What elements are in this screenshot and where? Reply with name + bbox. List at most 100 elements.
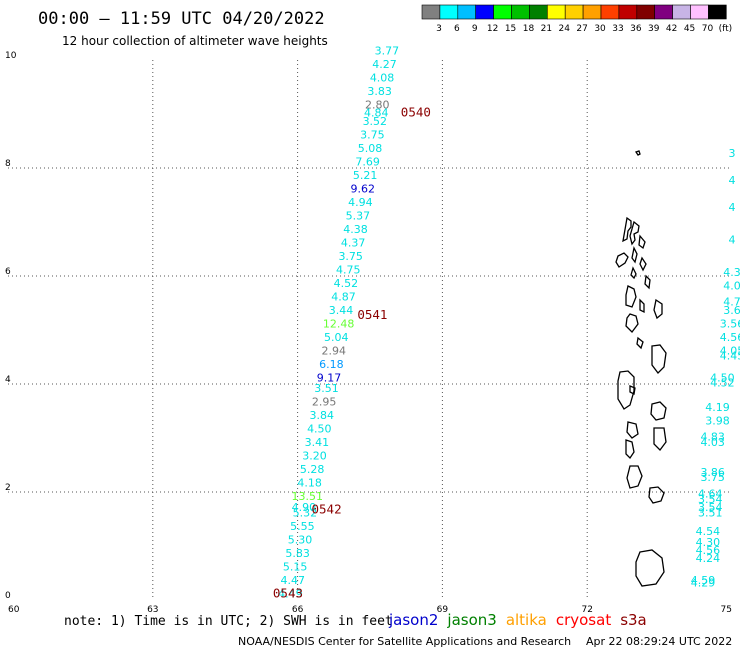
satellite-name: s3a xyxy=(620,611,647,629)
swh-value: 3.75 xyxy=(700,471,725,484)
swh-value: 4.56 xyxy=(720,331,740,344)
swh-value: 4.7 xyxy=(723,296,740,309)
legend-label: 6 xyxy=(454,24,460,34)
y-tick-label: 2 xyxy=(5,483,11,493)
swh-value: 3.20 xyxy=(302,450,327,463)
swh-value: 4.54 xyxy=(696,525,721,538)
swh-value: 5.55 xyxy=(290,520,315,533)
data-points: 4.494.475.155.835.305.555.324.9013.514.1… xyxy=(278,45,740,601)
legend-swatch xyxy=(439,4,459,20)
legend-swatch xyxy=(690,4,709,20)
satellite-name: jason3 xyxy=(446,611,496,629)
swh-value: 3.51 xyxy=(698,506,723,519)
swh-value: 3.86 xyxy=(700,466,725,479)
swh-value: 4.94 xyxy=(348,196,373,209)
swh-value: 4.29 xyxy=(691,577,716,590)
swh-value: 4.47 xyxy=(281,574,306,587)
swh-value: 2.95 xyxy=(312,396,337,409)
time-label: 0540 xyxy=(401,105,431,120)
satellite-name: cryosat xyxy=(556,611,611,629)
x-tick-label: 63 xyxy=(147,605,158,615)
swh-value: 3.51 xyxy=(314,382,339,395)
swh-value: 5.21 xyxy=(353,169,378,182)
swh-value: 4.27 xyxy=(372,58,397,71)
swh-value: 3.77 xyxy=(375,45,400,58)
swh-value: 3.41 xyxy=(305,436,330,449)
swh-value: 5.08 xyxy=(358,142,383,155)
legend-label: 36 xyxy=(630,24,642,34)
swh-value: 4.0 xyxy=(723,280,740,293)
legend-label: 18 xyxy=(523,24,535,34)
legend-label: 12 xyxy=(487,24,498,34)
swh-value: 4.18 xyxy=(297,477,322,490)
swh-value: 4.05 xyxy=(720,344,740,357)
swh-value: 4.37 xyxy=(341,236,366,249)
y-tick-label: 0 xyxy=(5,591,11,601)
swh-value: 4.87 xyxy=(331,290,356,303)
swh-value: 3.54 xyxy=(698,493,723,506)
legend-label: 24 xyxy=(559,24,571,34)
swh-value: 3.52 xyxy=(363,115,388,128)
swh-value: 12.48 xyxy=(323,317,355,330)
legend-label: 30 xyxy=(594,24,606,34)
legend-label: 45 xyxy=(684,24,695,34)
legend-swatch xyxy=(708,4,727,20)
satellite-name: jason2 xyxy=(388,611,438,629)
swh-value: 3 xyxy=(729,147,736,160)
swh-value: 4.52 xyxy=(334,277,359,290)
swh-value: 3.84 xyxy=(309,409,334,422)
swh-value: 2.94 xyxy=(322,344,347,357)
x-tick-label: 60 xyxy=(8,605,20,615)
swh-value: 3.75 xyxy=(360,128,385,141)
swh-value: 6.18 xyxy=(319,358,344,371)
legend-swatch xyxy=(457,4,476,20)
swh-value: 4.50 xyxy=(710,371,735,384)
legend-label: 27 xyxy=(576,24,587,34)
legend-label: (ft) xyxy=(719,24,733,34)
swh-value: 4.64 xyxy=(698,487,723,500)
color-legend: 3 6 9 12 15 18 21 24 27 30 33 36 39 42 45 70 (ft) xyxy=(421,4,733,34)
swh-value: 3.44 xyxy=(329,304,354,317)
footer-note: note: 1) Time is in UTC; 2) SWH is in fe… xyxy=(64,614,393,629)
swh-value: 4.59 xyxy=(691,574,716,587)
legend-label: 33 xyxy=(612,24,623,34)
time-label: 0543 xyxy=(273,585,303,600)
swh-value: 3.75 xyxy=(338,250,363,263)
legend-label: 15 xyxy=(505,24,516,34)
swh-value: 4.3 xyxy=(723,266,740,279)
legend-label: 39 xyxy=(648,24,660,34)
time-labels: 0540 0541 0542 0543 xyxy=(273,105,431,601)
y-tick-label: 4 xyxy=(5,375,11,385)
swh-value: 4.84 xyxy=(364,107,389,120)
swh-value: 4 xyxy=(729,234,736,247)
swh-value: 2.80 xyxy=(365,99,390,112)
legend-label: 3 xyxy=(436,24,442,34)
swh-value: 4.38 xyxy=(343,223,368,236)
legend-swatch xyxy=(582,4,602,20)
swh-value: 4.75 xyxy=(336,263,361,276)
swh-value: 4.30 xyxy=(696,536,721,549)
footer-credit: NOAA/NESDIS Center for Satellite Applica… xyxy=(238,635,571,648)
swh-value: 3.98 xyxy=(705,415,730,428)
legend-swatch xyxy=(618,4,638,20)
legend-label: 9 xyxy=(472,24,478,34)
swh-value: 4.90 xyxy=(292,501,317,514)
legend-swatch xyxy=(564,4,584,20)
legend-swatch xyxy=(511,4,530,20)
swh-value: 4.08 xyxy=(370,72,395,85)
swh-value: 4.50 xyxy=(307,423,332,436)
legend-label: 70 xyxy=(702,24,714,34)
footer-timestamp: Apr 22 08:29:24 UTC 2022 xyxy=(586,635,732,648)
swh-value: 4.03 xyxy=(700,436,725,449)
y-tick-label: 6 xyxy=(5,267,11,277)
swh-value: 4 xyxy=(729,201,736,214)
swh-value: 5.32 xyxy=(293,506,318,519)
swh-value: 4.24 xyxy=(696,552,721,565)
y-tick-label: 10 xyxy=(5,51,17,61)
swh-value: 4.49 xyxy=(278,587,303,600)
swh-value: 3.56 xyxy=(720,317,740,330)
swh-value: 5.28 xyxy=(300,463,325,476)
swh-value: 3.6 xyxy=(723,304,740,317)
swh-value: 4.56 xyxy=(696,544,721,557)
